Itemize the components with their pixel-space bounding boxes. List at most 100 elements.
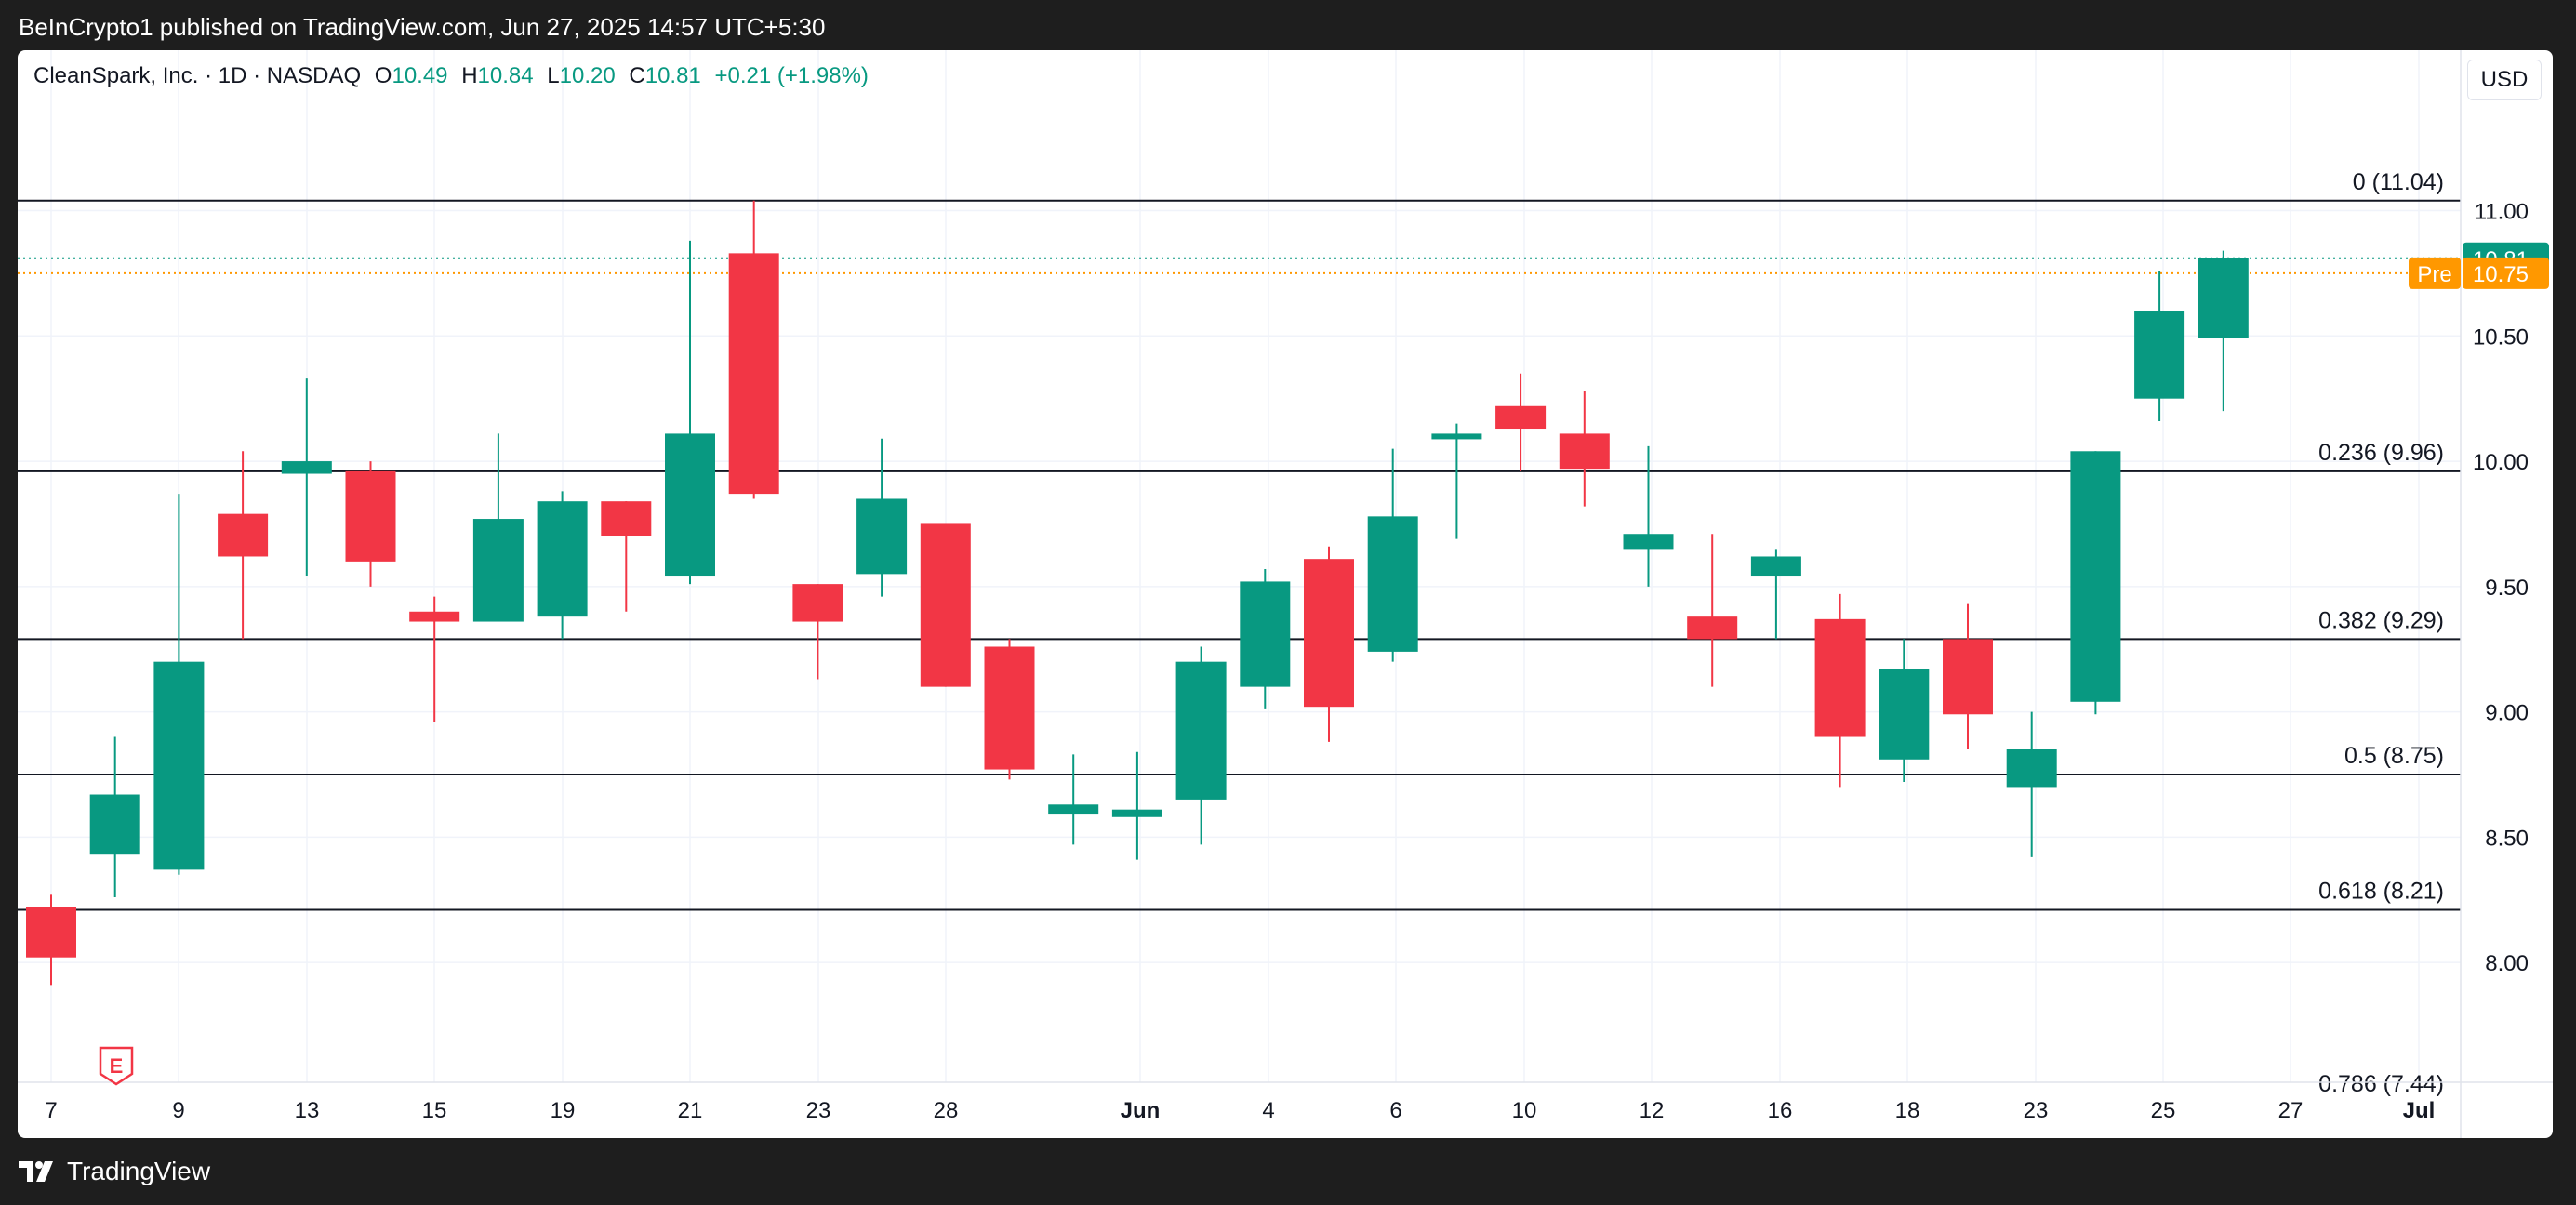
fib-level-label: 0.618 (8.21)	[2318, 878, 2444, 904]
candle	[218, 451, 269, 640]
x-tick-label: 19	[551, 1098, 576, 1123]
candle-body	[1814, 618, 1866, 737]
x-tick-label: 12	[1640, 1098, 1665, 1123]
pre-market-value: 10.75	[2473, 262, 2529, 287]
candle	[1559, 391, 1610, 507]
fib-level-label: 0.382 (9.29)	[2318, 607, 2444, 633]
change-value: +0.21 (+1.98%)	[714, 63, 869, 88]
chart-panel[interactable]: 0 (11.04) 0.236 (9.96) 0.382 (9.29) 0.5 (8.…	[18, 50, 2553, 1138]
candle	[1367, 448, 1418, 662]
x-tick-label: Jul	[2403, 1098, 2436, 1123]
candle	[1048, 754, 1099, 845]
candle	[1240, 568, 1291, 709]
candle-body	[1495, 405, 1547, 430]
candle	[537, 491, 588, 640]
candle-body	[89, 794, 140, 855]
candle	[1750, 549, 1801, 640]
candle-body	[1304, 559, 1354, 708]
candle	[1879, 639, 1930, 783]
event-markers: E	[99, 1046, 134, 1086]
candle-body	[728, 253, 779, 495]
earnings-marker-label: E	[110, 1054, 124, 1078]
candle-body	[792, 584, 843, 622]
candle-body	[537, 501, 588, 617]
x-tick-label: 23	[2024, 1098, 2049, 1123]
pre-market-tag: Pre	[2417, 262, 2451, 287]
candle-body	[2070, 451, 2121, 702]
candle	[409, 596, 460, 722]
candle-body	[665, 433, 715, 577]
low-label: L	[547, 63, 560, 88]
candle	[1175, 646, 1227, 845]
x-tick-label: 21	[678, 1098, 703, 1123]
candle-body	[2006, 749, 2057, 788]
x-tick-label: 23	[806, 1098, 831, 1123]
candle	[345, 461, 396, 587]
candle-body	[1687, 616, 1738, 640]
x-tick-label: 7	[45, 1098, 57, 1123]
fib-level-label: 0.5 (8.75)	[2344, 743, 2444, 769]
candle	[1814, 593, 1866, 788]
brand-name: TradingView	[67, 1157, 211, 1185]
candle	[1623, 445, 1674, 587]
candle	[792, 584, 843, 680]
candle	[2006, 711, 2057, 857]
open-label: O	[374, 63, 392, 88]
candlestick-chart[interactable]: 0 (11.04) 0.236 (9.96) 0.382 (9.29) 0.5 (8.…	[18, 50, 2553, 1138]
currency-button[interactable]: USD	[2467, 60, 2542, 100]
candle-body	[1750, 556, 1801, 577]
candle-body	[1048, 804, 1099, 815]
y-tick-label: 9.50	[2485, 576, 2529, 601]
candle	[1111, 751, 1162, 860]
candle-body	[1431, 433, 1482, 440]
candle-body	[601, 501, 652, 536]
candle-body	[1943, 639, 1993, 715]
bottom-bar: TradingView	[0, 1138, 2576, 1205]
symbol-legend: CleanSpark, Inc. · 1D · NASDAQ O10.49 H 1…	[33, 63, 869, 89]
candle-body	[984, 646, 1035, 770]
x-tick-label: 9	[172, 1098, 184, 1123]
candle	[728, 200, 779, 499]
tradingview-logo-icon	[19, 1161, 53, 1182]
candle	[89, 736, 140, 898]
high-label: H	[461, 63, 478, 88]
y-tick-label: 8.00	[2485, 951, 2529, 976]
x-tick-label: 28	[934, 1098, 959, 1123]
pre-market-value-bg	[2463, 257, 2549, 289]
top-bar: BeInCrypto1 published on TradingView.com…	[0, 0, 2576, 50]
candle-body	[920, 523, 971, 687]
close-value: 10.81	[644, 63, 701, 88]
tradingview-brand[interactable]: TradingView	[19, 1157, 210, 1186]
x-tick-label: Jun	[1121, 1098, 1161, 1123]
y-tick-label: 10.50	[2473, 324, 2529, 350]
pre-market-tag-bg	[2409, 257, 2461, 289]
x-tick-label: 13	[295, 1098, 320, 1123]
x-tick-label: 6	[1389, 1098, 1401, 1123]
candle	[281, 378, 332, 577]
candle	[1687, 534, 1738, 687]
candle	[856, 438, 908, 597]
candle	[665, 240, 715, 585]
candle-body	[472, 519, 524, 622]
candle-body	[2134, 311, 2185, 399]
x-tick-label: 4	[1262, 1098, 1274, 1123]
candle-body	[1240, 581, 1291, 687]
x-tick-label: 15	[422, 1098, 447, 1123]
candle	[2134, 271, 2185, 421]
candle	[26, 894, 76, 986]
y-tick-label: 10.00	[2473, 450, 2529, 475]
candle-body	[1623, 534, 1674, 550]
x-tick-label: 25	[2151, 1098, 2176, 1123]
fib-level-label: 0 (11.04)	[2353, 169, 2444, 195]
x-tick-label: 27	[2278, 1098, 2304, 1123]
axes: 8.00 8.50 9.00 9.50 10.00 10.50 11.00 7 9 13 15 19 2…	[18, 50, 2553, 1138]
price-lines	[18, 257, 2461, 274]
symbol-name: CleanSpark, Inc. · 1D · NASDAQ	[33, 63, 362, 88]
open-value: 10.49	[392, 63, 448, 88]
publisher-text: BeInCrypto1 published on TradingView.com…	[19, 13, 826, 41]
candle-body	[26, 907, 76, 958]
candle	[920, 523, 971, 687]
candle	[2198, 250, 2249, 412]
candle	[1495, 373, 1547, 471]
candle-body	[1175, 661, 1227, 800]
